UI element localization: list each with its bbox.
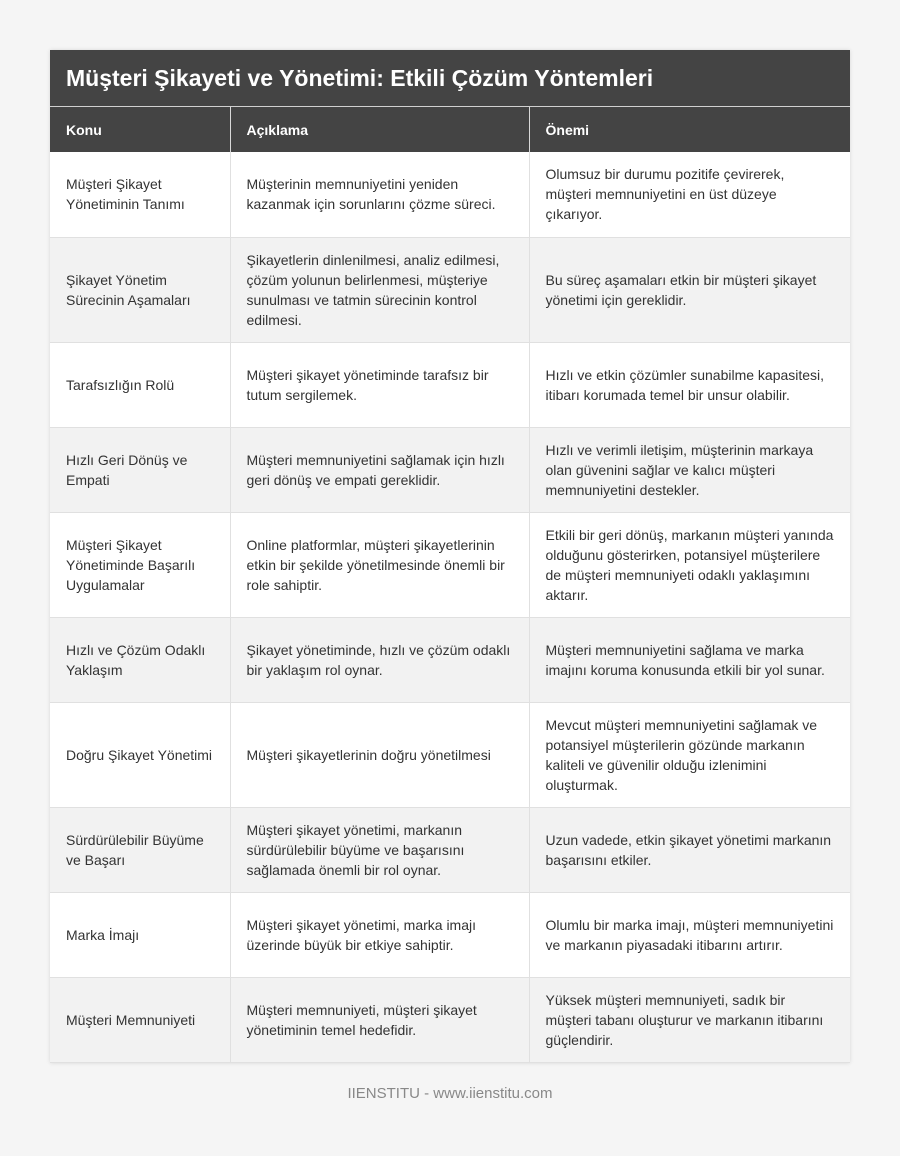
cell-description: Müşteri memnuniyeti, müşteri şikayet yön…: [230, 977, 530, 1063]
table-row: Müşteri Şikayet Yönetiminde Başarılı Uyg…: [50, 512, 850, 618]
cell-description: Şikayetlerin dinlenilmesi, analiz edilme…: [230, 237, 530, 343]
cell-description: Müşteri şikayetlerinin doğru yönetilmesi: [230, 702, 530, 808]
column-header-onemi: Önemi: [529, 107, 850, 152]
cell-topic: Sürdürülebilir Büyüme ve Başarı: [50, 807, 231, 893]
column-header-aciklama: Açıklama: [230, 107, 530, 152]
cell-importance: Hızlı ve etkin çözümler sunabilme kapasi…: [529, 342, 850, 428]
cell-description: Müşteri şikayet yönetiminde tarafsız bir…: [230, 342, 530, 428]
cell-description: Müşterinin memnuniyetini yeniden kazanma…: [230, 152, 530, 238]
table-header-row: Konu Açıklama Önemi: [50, 107, 850, 152]
cell-topic: Müşteri Memnuniyeti: [50, 977, 231, 1063]
table-row: Sürdürülebilir Büyüme ve Başarı Müşteri ş…: [50, 807, 850, 893]
cell-importance: Olumsuz bir durumu pozitife çevirerek, m…: [529, 152, 850, 238]
cell-importance: Yüksek müşteri memnuniyeti, sadık bir mü…: [529, 977, 850, 1063]
table-row: Şikayet Yönetim Sürecinin Aşamaları Şikay…: [50, 237, 850, 343]
cell-topic: Marka İmajı: [50, 892, 231, 978]
cell-importance: Bu süreç aşamaları etkin bir müşteri şik…: [529, 237, 850, 343]
table-row: Doğru Şikayet Yönetimi Müşteri şikayetler…: [50, 702, 850, 808]
page-title: Müşteri Şikayeti ve Yönetimi: Etkili Çöz…: [50, 50, 850, 107]
cell-topic: Şikayet Yönetim Sürecinin Aşamaları: [50, 237, 231, 343]
data-table: Konu Açıklama Önemi Müşteri Şikayet Yöne…: [50, 107, 850, 1063]
cell-importance: Etkili bir geri dönüş, markanın müşteri …: [529, 512, 850, 618]
cell-importance: Uzun vadede, etkin şikayet yönetimi mark…: [529, 807, 850, 893]
cell-description: Müşteri memnuniyetini sağlamak için hızl…: [230, 427, 530, 513]
cell-importance: Hızlı ve verimli iletişim, müşterinin ma…: [529, 427, 850, 513]
cell-description: Online platformlar, müşteri şikayetlerin…: [230, 512, 530, 618]
table-row: Tarafsızlığın Rolü Müşteri şikayet yöneti…: [50, 342, 850, 428]
cell-topic: Doğru Şikayet Yönetimi: [50, 702, 231, 808]
cell-importance: Olumlu bir marka imajı, müşteri memnuniy…: [529, 892, 850, 978]
footer-credit: IIENSTITU - www.iienstitu.com: [347, 1085, 553, 1102]
table-row: Müşteri Memnuniyeti Müşteri memnuniyeti, …: [50, 977, 850, 1063]
cell-topic: Hızlı Geri Dönüş ve Empati: [50, 427, 231, 513]
table-row: Hızlı Geri Dönüş ve Empati Müşteri memnun…: [50, 427, 850, 513]
cell-description: Şikayet yönetiminde, hızlı ve çözüm odak…: [230, 617, 530, 703]
table-row: Marka İmajı Müşteri şikayet yönetimi, mar…: [50, 892, 850, 978]
cell-topic: Müşteri Şikayet Yönetiminin Tanımı: [50, 152, 231, 238]
table-card: Müşteri Şikayeti ve Yönetimi: Etkili Çöz…: [50, 50, 850, 1063]
cell-description: Müşteri şikayet yönetimi, markanın sürdü…: [230, 807, 530, 893]
cell-importance: Müşteri memnuniyetini sağlama ve marka i…: [529, 617, 850, 703]
cell-topic: Müşteri Şikayet Yönetiminde Başarılı Uyg…: [50, 512, 231, 618]
table-row: Müşteri Şikayet Yönetiminin Tanımı Müşter…: [50, 152, 850, 238]
table-row: Hızlı ve Çözüm Odaklı Yaklaşım Şikayet yö…: [50, 617, 850, 703]
cell-topic: Tarafsızlığın Rolü: [50, 342, 231, 428]
cell-topic: Hızlı ve Çözüm Odaklı Yaklaşım: [50, 617, 231, 703]
cell-description: Müşteri şikayet yönetimi, marka imajı üz…: [230, 892, 530, 978]
cell-importance: Mevcut müşteri memnuniyetini sağlamak ve…: [529, 702, 850, 808]
column-header-konu: Konu: [50, 107, 231, 152]
